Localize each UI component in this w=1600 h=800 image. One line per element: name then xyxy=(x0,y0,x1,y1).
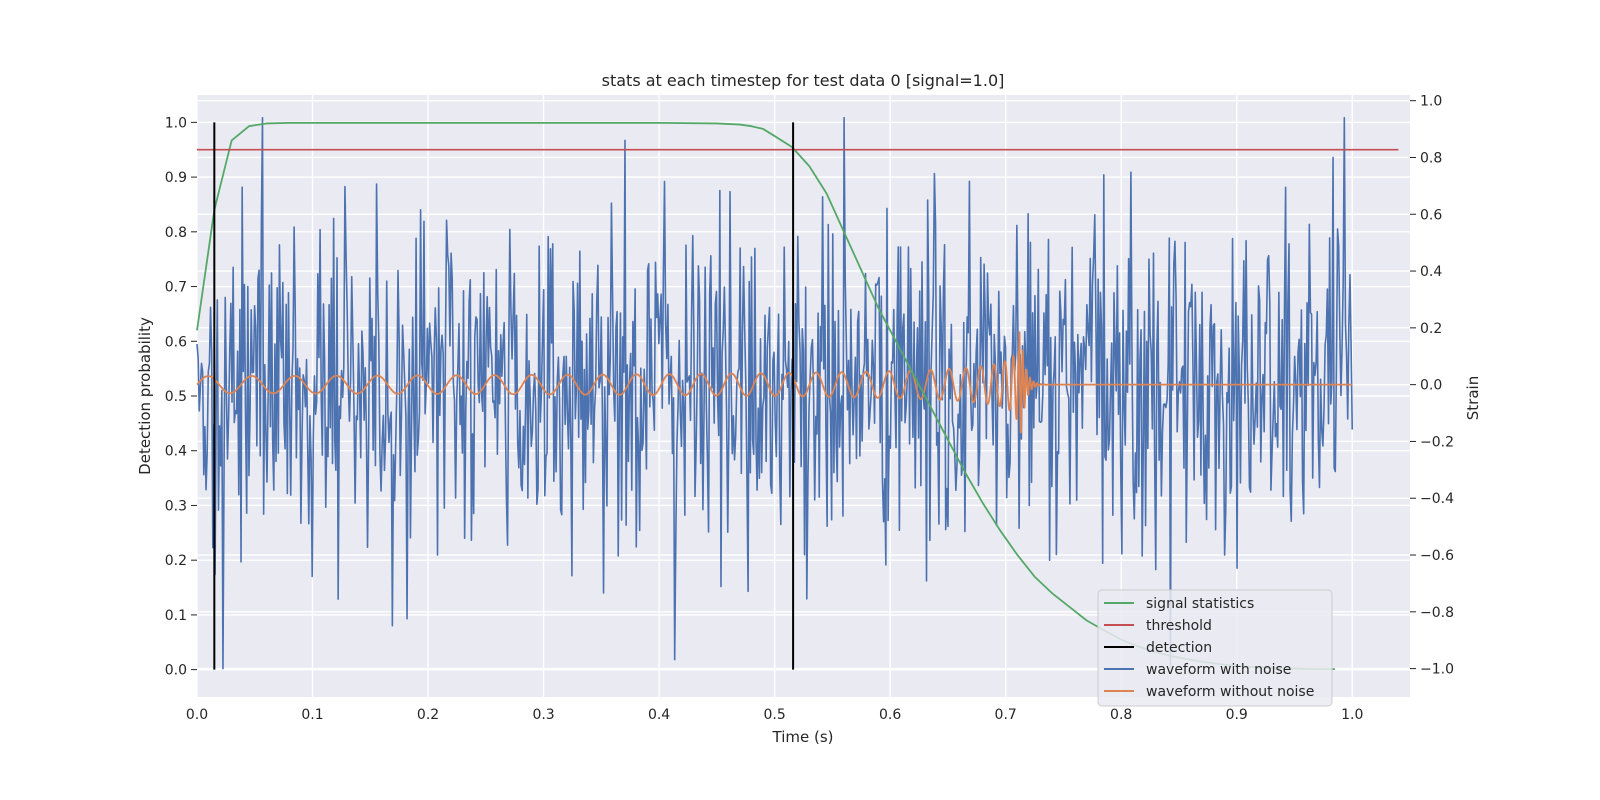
y-axis-right-label: Strain xyxy=(1464,376,1482,420)
y-left-tick-label-3: 0.3 xyxy=(165,498,187,514)
y-right-tick-label-6: 0.2 xyxy=(1420,321,1442,337)
y-right-tick-label-7: 0.4 xyxy=(1420,264,1442,280)
x-tick-label-7: 0.7 xyxy=(995,707,1017,723)
y-right-tick-label-8: 0.6 xyxy=(1420,207,1442,223)
x-axis-ticks: 0.0 0.1 0.2 0.3 0.4 0.5 0.6 0.7 0.8 0.9 1.0 xyxy=(186,707,1364,723)
legend-label-detection: detection xyxy=(1146,640,1212,656)
x-tick-label-4: 0.4 xyxy=(648,707,670,723)
x-tick-label-2: 0.2 xyxy=(417,707,439,723)
y-left-tick-label-7: 0.7 xyxy=(165,280,187,296)
y-left-tick-label-4: 0.4 xyxy=(165,444,187,460)
y-right-tick-label-3: −0.4 xyxy=(1420,491,1454,507)
x-tick-label-9: 0.9 xyxy=(1226,707,1248,723)
legend: signal statistics threshold detection wa… xyxy=(1097,589,1333,707)
series-waveform-without-noise xyxy=(196,331,1353,434)
legend-label-signal-statistics: signal statistics xyxy=(1146,596,1254,612)
x-tick-label-10: 1.0 xyxy=(1341,707,1363,723)
y-left-tick-label-9: 0.9 xyxy=(165,170,187,186)
x-tick-label-0: 0.0 xyxy=(186,707,208,723)
series-waveform-with-noise xyxy=(196,116,1354,670)
y-right-tick-label-2: −0.6 xyxy=(1420,548,1454,564)
y-right-tick-label-9: 0.8 xyxy=(1420,150,1442,166)
x-tick-label-8: 0.8 xyxy=(1110,707,1132,723)
y-right-tick-label-10: 1.0 xyxy=(1420,94,1442,110)
chart-title: stats at each timestep for test data 0 [… xyxy=(602,71,1005,90)
y-left-tick-label-0: 0.0 xyxy=(165,663,187,679)
legend-label-waveform-without-noise: waveform without noise xyxy=(1146,684,1314,700)
y-left-tick-label-10: 1.0 xyxy=(165,115,187,131)
x-axis-label: Time (s) xyxy=(772,728,834,746)
y-axis-left-ticks: 0.0 0.1 0.2 0.3 0.4 0.5 0.6 0.7 0.8 0.9 1.0 xyxy=(165,115,197,679)
y-left-tick-label-6: 0.6 xyxy=(165,334,187,350)
y-left-tick-label-5: 0.5 xyxy=(165,389,187,405)
x-tick-label-3: 0.3 xyxy=(532,707,554,723)
y-right-tick-label-1: −0.8 xyxy=(1420,605,1454,621)
y-left-tick-label-1: 0.1 xyxy=(165,608,187,624)
legend-label-waveform-with-noise: waveform with noise xyxy=(1146,662,1291,678)
series-layer xyxy=(196,116,1399,670)
y-left-tick-label-2: 0.2 xyxy=(165,553,187,569)
y-left-tick-label-8: 0.8 xyxy=(165,225,187,241)
x-tick-label-1: 0.1 xyxy=(301,707,323,723)
x-tick-label-6: 0.6 xyxy=(879,707,901,723)
y-axis-left-label: Detection probability xyxy=(136,317,154,475)
y-right-tick-label-0: −1.0 xyxy=(1420,662,1454,678)
y-right-tick-label-4: −0.2 xyxy=(1420,434,1454,450)
legend-label-threshold: threshold xyxy=(1146,618,1212,634)
legend-box xyxy=(1097,589,1333,707)
y-right-tick-label-5: 0.0 xyxy=(1420,378,1442,394)
x-tick-label-5: 0.5 xyxy=(763,707,785,723)
y-axis-right-ticks: −1.0 −0.8 −0.6 −0.4 −0.2 0.0 0.2 0.4 0.6 0.8 1.0 xyxy=(1410,94,1454,678)
